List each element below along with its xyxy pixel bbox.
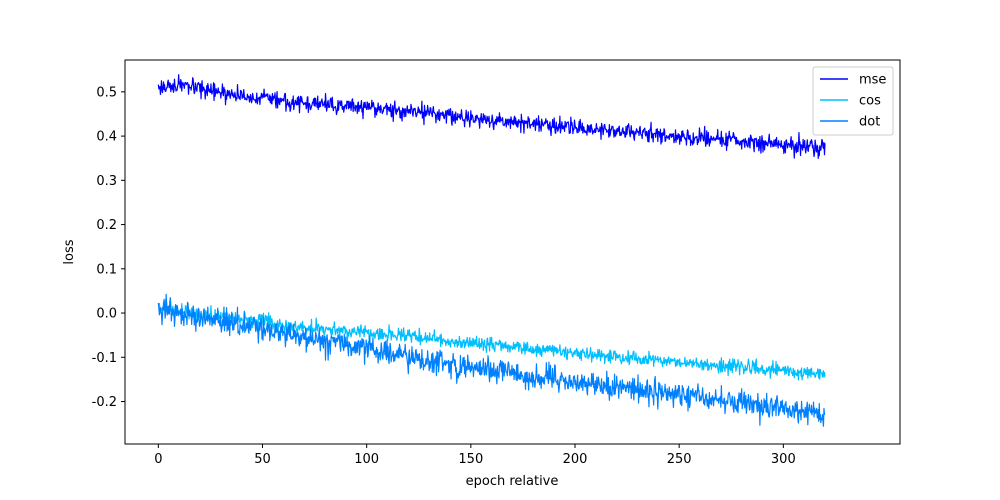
legend-box <box>812 66 894 136</box>
y-tick-label: 0.2 <box>96 218 117 233</box>
x-tick-label: 300 <box>771 452 796 467</box>
y-tick-label: -0.2 <box>92 395 117 410</box>
series-layer <box>157 74 826 427</box>
legend-label-mse: mse <box>859 73 886 88</box>
plot-frame <box>124 59 901 445</box>
legend-label-cos: cos <box>859 94 881 109</box>
series-line-mse <box>157 74 826 159</box>
x-tick-label: 200 <box>563 452 588 467</box>
series-line-dot <box>157 293 826 427</box>
y-tick-label: -0.1 <box>92 351 117 366</box>
y-axis-label: loss <box>62 239 77 264</box>
x-axis-label: epoch relative <box>466 474 559 489</box>
x-tick-label: 50 <box>254 452 271 467</box>
legend: mse cos dot <box>812 66 894 136</box>
y-tick-label: 0.3 <box>96 174 117 189</box>
legend-label-dot: dot <box>859 115 880 130</box>
y-tick-label: 0.1 <box>96 262 117 277</box>
x-tick-label: 100 <box>354 452 379 467</box>
legend-items: mse cos dot <box>820 73 886 130</box>
y-tick-label: 0.0 <box>96 307 117 322</box>
y-axis: -0.2 -0.1 0.0 0.1 0.2 0.3 0.4 0.5 <box>92 85 125 410</box>
x-axis: 0 50 100 150 200 250 300 <box>154 444 796 467</box>
x-tick-label: 250 <box>667 452 692 467</box>
x-tick-label: 0 <box>154 452 162 467</box>
x-tick-label: 150 <box>458 452 483 467</box>
y-tick-label: 0.4 <box>96 130 117 145</box>
y-tick-label: 0.5 <box>96 85 117 100</box>
